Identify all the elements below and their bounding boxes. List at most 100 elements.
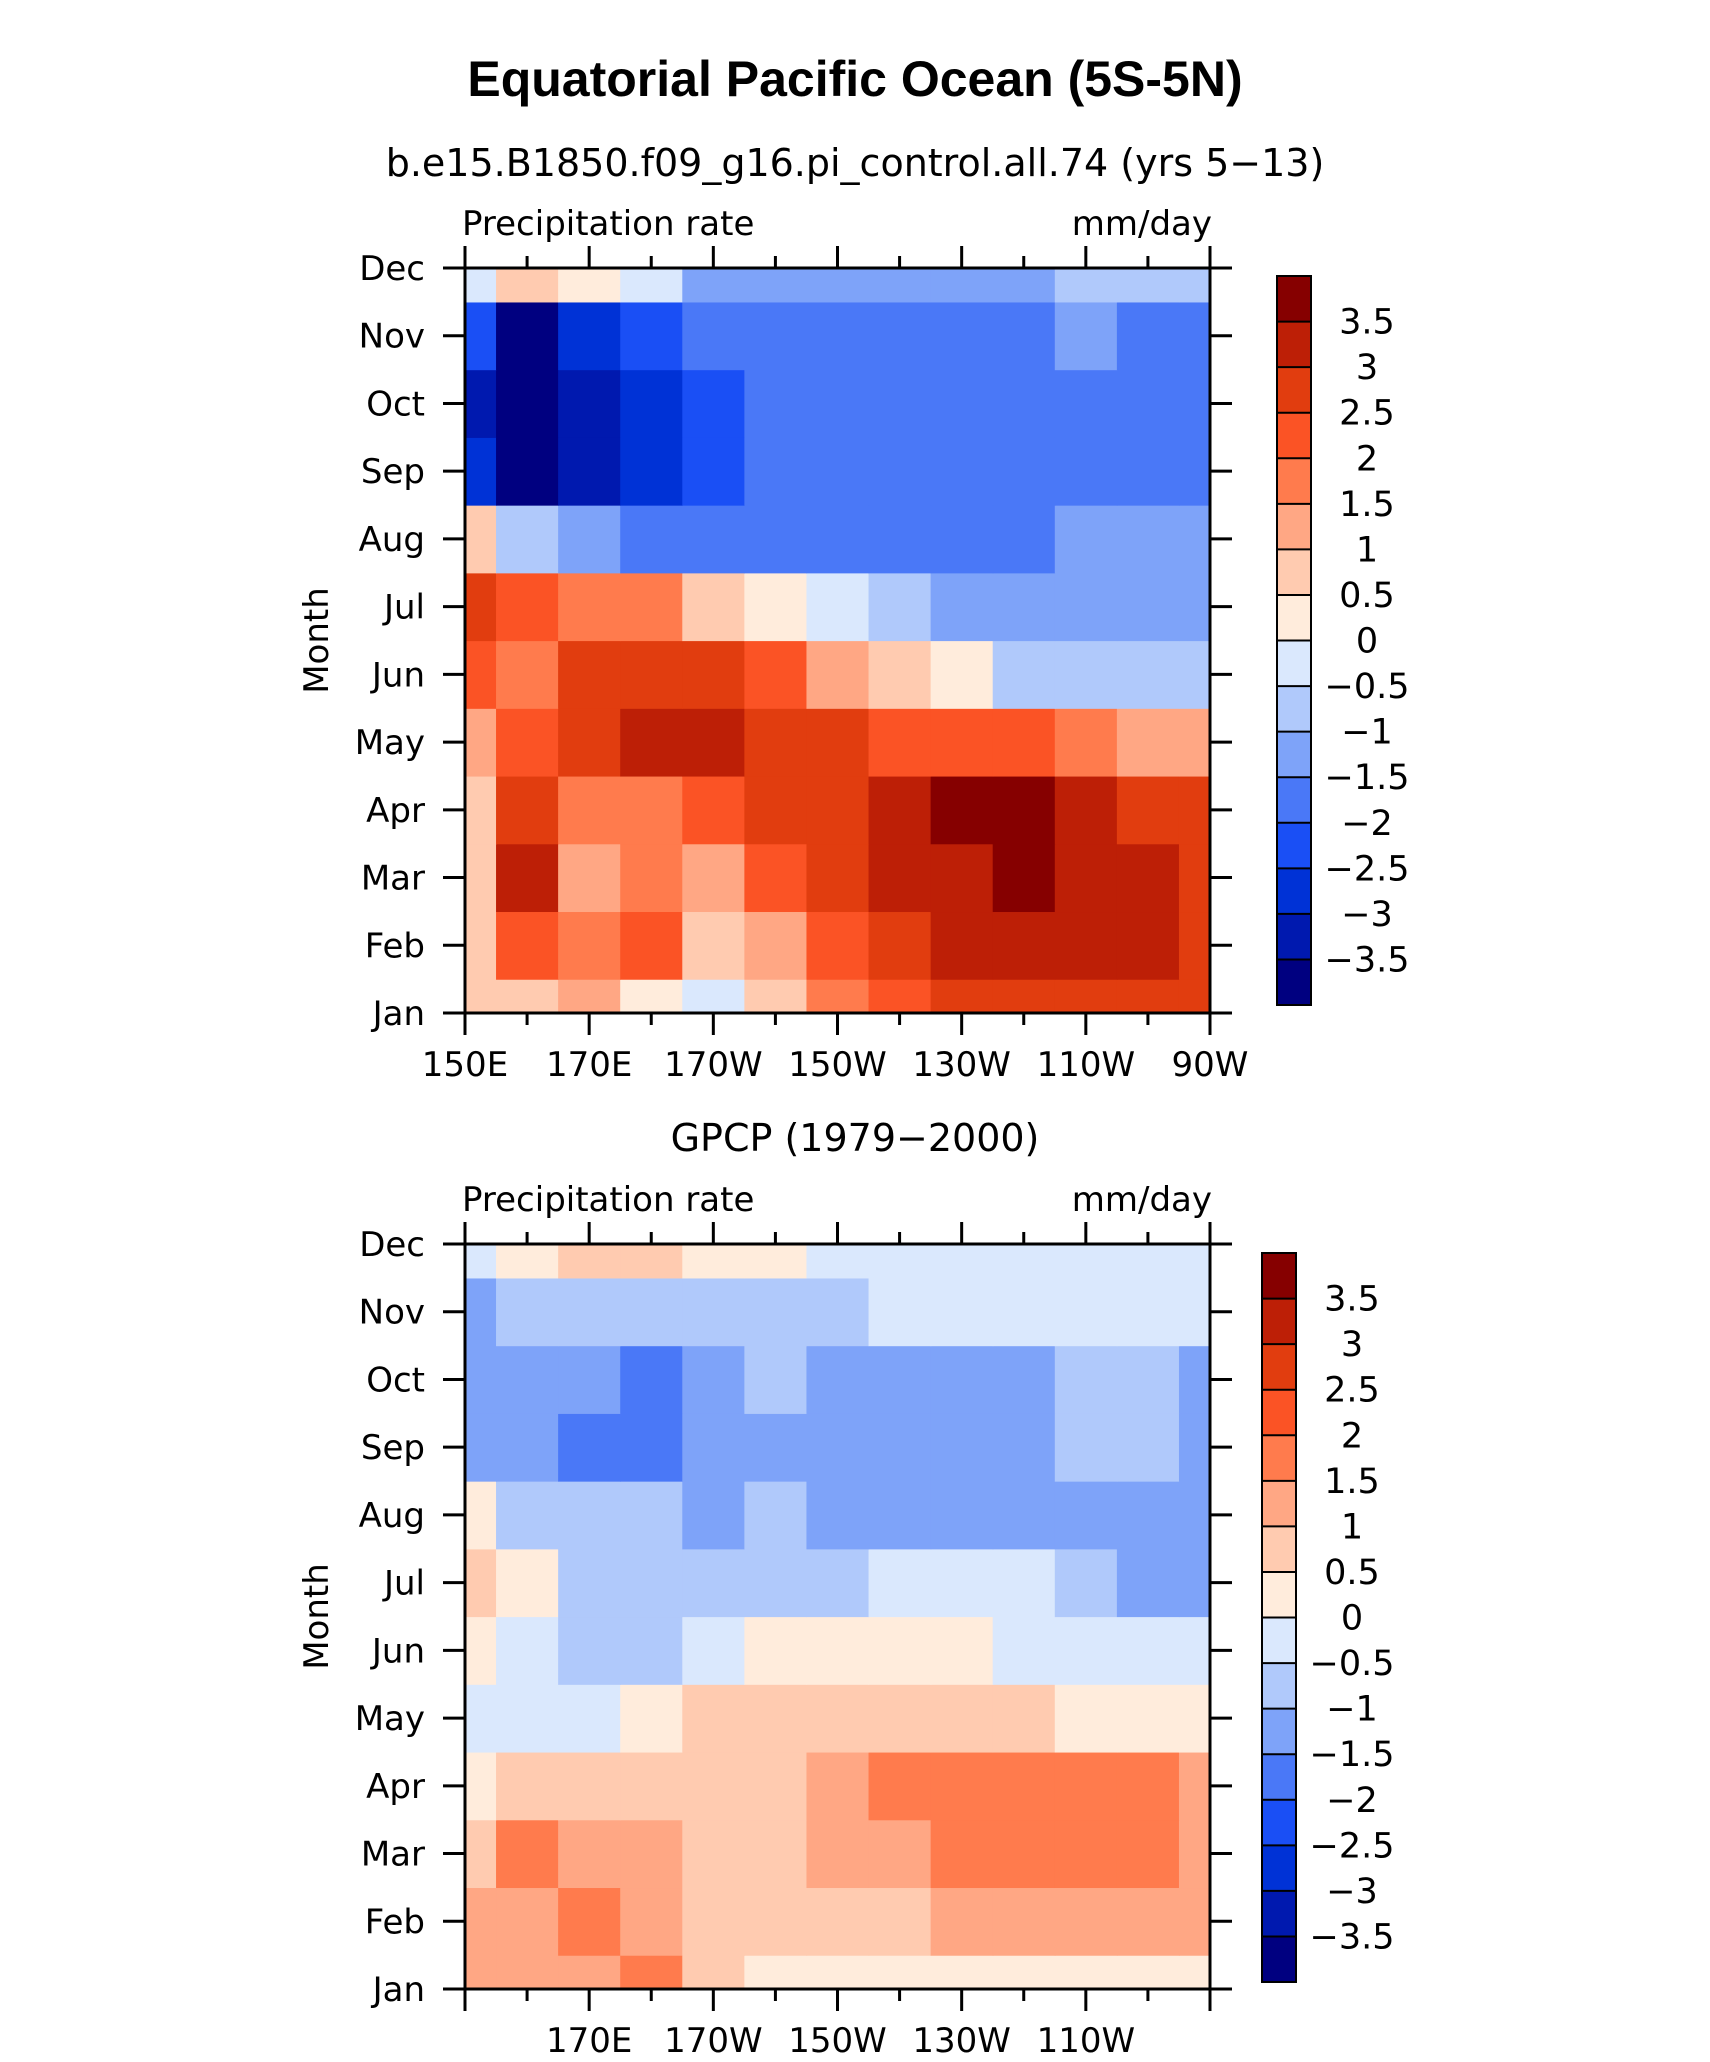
heatmap-cell <box>558 268 621 303</box>
heatmap-cell <box>558 775 621 845</box>
y-tick-label: Feb <box>365 1902 425 1942</box>
heatmap-cell <box>682 1684 745 1753</box>
heatmap-cell <box>682 843 745 913</box>
heatmap-cell <box>868 640 932 709</box>
heatmap-cell <box>744 1481 808 1550</box>
heatmap-cell <box>930 437 994 506</box>
heatmap-cell <box>1054 911 1118 980</box>
heatmap-cell <box>1054 1277 1118 1347</box>
heatmap-cell <box>992 1481 1056 1550</box>
heatmap-cell <box>1116 1955 1180 1989</box>
heatmap-cell <box>620 301 683 371</box>
heatmap-cell <box>465 572 497 642</box>
y-tick-label: Nov <box>359 1293 425 1333</box>
heatmap-cell <box>682 437 745 506</box>
heatmap-cell <box>465 843 497 913</box>
y-tick-label: Aug <box>359 1496 425 1536</box>
heatmap-cell <box>992 1244 1056 1279</box>
heatmap-cell <box>620 437 683 506</box>
heatmap-cell <box>620 911 683 980</box>
heatmap-cell <box>992 1955 1056 1989</box>
heatmap-cell <box>930 1684 994 1753</box>
colorbar-label: 0 <box>1341 1599 1363 1639</box>
colorbar-swatch <box>1277 458 1311 505</box>
colorbar-label: −1.5 <box>1310 1735 1395 1775</box>
heatmap-cell <box>992 572 1056 642</box>
heatmap-cell <box>744 1684 808 1753</box>
heatmap-cell <box>682 369 745 438</box>
heatmap-cell <box>1116 369 1180 438</box>
heatmap-cell <box>620 640 683 709</box>
y-tick-label: Mar <box>361 1835 425 1875</box>
heatmap-cell <box>496 572 559 642</box>
heatmap-cell <box>992 1819 1056 1889</box>
heatmap-cell <box>682 1277 745 1347</box>
heatmap-cell <box>1178 1684 1210 1753</box>
heatmap-cell <box>992 1616 1056 1685</box>
heatmap-cell <box>992 775 1056 845</box>
heatmap-cell <box>1178 505 1210 574</box>
heatmap-cell <box>558 1751 621 1821</box>
colorbar-swatch <box>1262 1298 1296 1345</box>
heatmap-cell <box>558 708 621 777</box>
colorbar-swatch <box>1277 731 1311 778</box>
colorbar-swatch <box>1277 594 1311 641</box>
heatmap-cell <box>744 1413 808 1482</box>
heatmap-cell <box>806 1277 870 1347</box>
colorbar-label: −0.5 <box>1310 1644 1395 1684</box>
heatmap-cell <box>682 1548 745 1618</box>
heatmap-cell <box>465 437 497 506</box>
heatmap-cell <box>744 369 808 438</box>
colorbar-swatch <box>1262 1890 1296 1937</box>
y-tick-label: Jul <box>382 588 425 628</box>
variable-label: Precipitation rate <box>462 1180 754 1220</box>
heatmap-cell <box>465 1616 497 1685</box>
heatmap-cell <box>682 1244 745 1279</box>
heatmap-cell <box>992 505 1056 574</box>
heatmap-cell <box>558 1277 621 1347</box>
colorbar-swatch <box>1277 503 1311 550</box>
colorbar-label: 2.5 <box>1339 394 1395 434</box>
heatmap-cell <box>620 1244 683 1279</box>
heatmap-cell <box>868 775 932 845</box>
heatmap-cell <box>496 979 559 1013</box>
heatmap-cell <box>930 1887 994 1956</box>
heatmap-cell <box>465 301 497 371</box>
heatmap-cell <box>496 505 559 574</box>
heatmap-cell <box>1178 708 1210 777</box>
heatmap-cell <box>558 979 621 1013</box>
heatmap-cell <box>1116 505 1180 574</box>
heatmap-cell <box>1178 1244 1210 1279</box>
heatmap-cell <box>558 572 621 642</box>
heatmap-cell <box>558 1481 621 1550</box>
heatmap-cell <box>1054 1481 1118 1550</box>
heatmap-cell <box>682 1955 745 1989</box>
heatmap-cell <box>682 1345 745 1414</box>
heatmap-cell <box>744 268 808 303</box>
heatmap-cell <box>1054 1548 1118 1618</box>
heatmap-cell <box>1178 640 1210 709</box>
heatmap-cell <box>868 1244 932 1279</box>
heatmap-cell <box>1178 1616 1210 1685</box>
heatmap-cell <box>868 1819 932 1889</box>
heatmap-cell <box>930 1819 994 1889</box>
heatmap-cell <box>558 1413 621 1482</box>
heatmap-cell <box>1054 640 1118 709</box>
panel-model: b.e15.B1850.f09_g16.pi_control.all.74 (y… <box>297 141 1410 1085</box>
heatmap-cell <box>620 1684 683 1753</box>
heatmap-cell <box>744 1819 808 1889</box>
heatmap-cell <box>1116 1751 1180 1821</box>
x-tick-label: 110W <box>1037 1045 1136 1085</box>
heatmap-cell <box>930 1548 994 1618</box>
colorbar-swatch <box>1277 959 1311 1006</box>
heatmap-cell <box>744 1955 808 1989</box>
heatmap-cell <box>496 640 559 709</box>
x-tick-label: 170W <box>664 2021 763 2061</box>
heatmap-cell <box>1054 1684 1118 1753</box>
heatmap-cell <box>1054 1345 1118 1414</box>
y-tick-label: Jan <box>371 994 425 1034</box>
units-label: mm/day <box>1072 204 1212 244</box>
heatmap-cell <box>868 572 932 642</box>
heatmap-cell <box>620 1751 683 1821</box>
y-tick-label: Mar <box>361 859 425 899</box>
